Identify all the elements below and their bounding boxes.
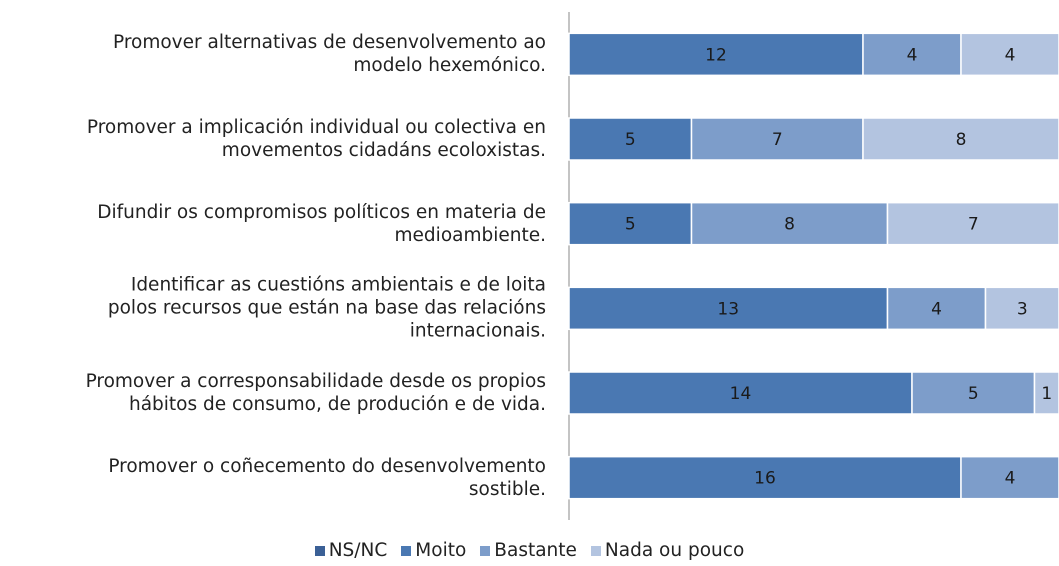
value-label: 7 (968, 215, 979, 235)
legend-label: Nada ou pouco (604, 540, 745, 561)
legend-swatch (590, 545, 601, 556)
value-label: 5 (625, 130, 636, 150)
bar-segment (862, 117, 1059, 161)
value-label: 4 (931, 299, 942, 319)
category-label: Promover o coñecemento do desenvolvement… (108, 455, 546, 500)
category-label: Difundir os compromisos políticos en mat… (97, 201, 546, 246)
legend-label: Moito (415, 540, 467, 561)
value-label: 5 (625, 215, 636, 235)
bar-segment (960, 455, 1059, 500)
bar-segment (984, 286, 1059, 331)
bar-segment (690, 117, 864, 161)
bar-segment (568, 117, 693, 161)
legend-swatch (314, 545, 325, 556)
category-label: Identificar as cuestións ambientais e de… (107, 274, 546, 342)
bar-segment (960, 32, 1059, 77)
value-label: 8 (956, 130, 967, 150)
value-label: 4 (1005, 469, 1016, 489)
legend-item: Bastante (480, 540, 577, 561)
bar-segment (886, 201, 1059, 246)
value-label: 3 (1017, 299, 1028, 319)
bar-segment (568, 201, 693, 246)
value-label: 4 (907, 45, 918, 65)
bar-segment (911, 371, 1036, 415)
legend-swatch (401, 545, 412, 556)
value-label: 5 (968, 384, 979, 404)
value-label: 16 (754, 469, 776, 489)
legend-item: Moito (401, 540, 466, 561)
legend: NS/NC Moito Bastante Nada ou pouco (0, 540, 1059, 561)
legend-swatch (480, 545, 491, 556)
value-label: 8 (784, 215, 795, 235)
category-label: Promover a corresponsabilidade desde os … (85, 371, 546, 415)
legend-label: NS/NC (328, 540, 388, 561)
value-label: 14 (730, 384, 752, 404)
bar-segment (1033, 371, 1059, 415)
value-label: 4 (1005, 45, 1016, 65)
bar-segment (886, 286, 987, 331)
legend-label: Bastante (494, 540, 577, 561)
value-label: 7 (772, 130, 783, 150)
value-label: 12 (705, 45, 727, 65)
value-label: 13 (717, 299, 739, 319)
bar-segment (568, 371, 913, 415)
category-label: Promover a implicación individual ou col… (86, 117, 546, 161)
bar-segment (862, 32, 962, 77)
category-label: Promover alternativas de desenvolvemento… (112, 32, 546, 77)
legend-item: NS/NC (314, 540, 388, 561)
value-label: 1 (1041, 384, 1052, 404)
legend-item: Nada ou pouco (590, 540, 745, 561)
